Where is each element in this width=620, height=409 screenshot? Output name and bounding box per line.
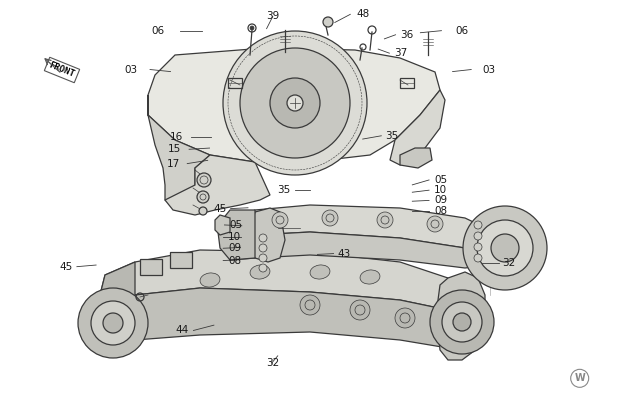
Circle shape [453,313,471,331]
Text: 32: 32 [266,358,280,368]
Circle shape [103,313,123,333]
Polygon shape [438,272,485,360]
Circle shape [474,232,482,240]
Circle shape [377,212,393,228]
Text: 06: 06 [456,26,469,36]
Text: 03: 03 [125,65,138,74]
Text: 48: 48 [356,9,370,19]
Text: 10: 10 [434,185,447,195]
Circle shape [395,308,415,328]
Polygon shape [218,210,255,260]
Text: 35: 35 [277,185,290,195]
Bar [228,78,242,88]
Polygon shape [215,215,230,235]
Ellipse shape [310,265,330,279]
Polygon shape [230,232,490,268]
Circle shape [287,95,303,111]
Circle shape [78,288,148,358]
Text: 05: 05 [434,175,447,185]
Text: 03: 03 [482,65,495,74]
Circle shape [197,191,209,203]
Text: 05: 05 [229,220,242,230]
Text: FRONT: FRONT [48,61,76,79]
Ellipse shape [250,265,270,279]
Text: 43: 43 [338,249,351,258]
Text: 17: 17 [167,159,180,169]
Ellipse shape [360,270,380,284]
Text: 44: 44 [176,326,189,335]
Text: 06: 06 [151,26,164,36]
Circle shape [491,234,519,262]
Polygon shape [97,262,135,350]
Circle shape [442,302,482,342]
Circle shape [474,254,482,262]
Circle shape [259,244,267,252]
Text: 45: 45 [60,262,73,272]
Circle shape [474,243,482,251]
Polygon shape [400,148,432,168]
Circle shape [322,210,338,226]
Polygon shape [148,48,440,162]
Text: 39: 39 [266,11,280,21]
Text: 08: 08 [228,256,241,265]
Circle shape [474,221,482,229]
Polygon shape [100,250,452,310]
Text: 09: 09 [434,196,447,205]
Text: 45: 45 [213,204,226,213]
Circle shape [199,207,207,215]
Circle shape [430,290,494,354]
Circle shape [270,78,320,128]
Polygon shape [248,208,285,262]
Circle shape [91,301,135,345]
Polygon shape [100,288,452,350]
Circle shape [350,300,370,320]
Circle shape [259,254,267,262]
Polygon shape [148,95,210,205]
Circle shape [259,234,267,242]
Circle shape [272,212,288,228]
Circle shape [240,48,350,158]
Circle shape [463,206,547,290]
Text: 15: 15 [168,144,181,154]
Circle shape [223,31,367,175]
Bar [400,78,414,88]
Circle shape [250,26,254,30]
Bar [170,252,192,268]
Text: W: W [574,373,585,383]
Polygon shape [165,155,270,215]
Text: 16: 16 [170,132,183,142]
Polygon shape [390,90,445,165]
Ellipse shape [200,273,220,287]
Text: 32: 32 [502,258,515,267]
Circle shape [300,295,320,315]
Text: 09: 09 [228,243,241,253]
Text: 10: 10 [228,232,241,242]
Text: 37: 37 [394,48,407,58]
Text: 36: 36 [400,30,413,40]
Polygon shape [230,205,490,248]
Circle shape [477,220,533,276]
Circle shape [427,216,443,232]
Circle shape [259,264,267,272]
Text: 08: 08 [434,206,447,216]
Circle shape [197,173,211,187]
Circle shape [323,17,333,27]
Bar [140,259,162,275]
Text: 35: 35 [386,131,399,141]
